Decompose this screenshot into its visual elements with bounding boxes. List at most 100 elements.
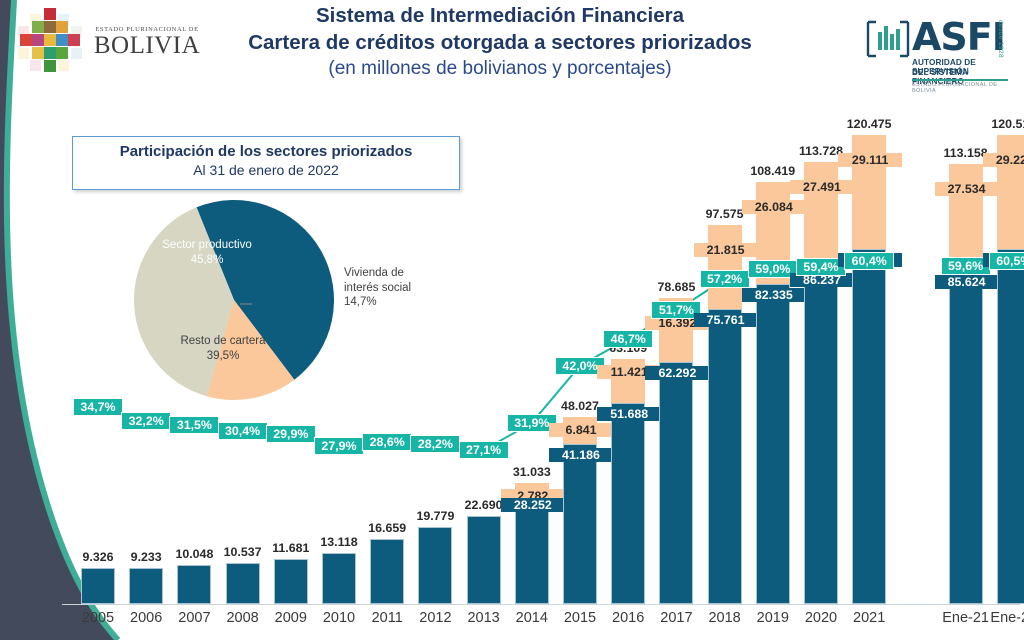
- bar-segment-productivo-2018[interactable]: [707, 309, 742, 604]
- participation-label-Ene-22: 60,5%: [988, 251, 1024, 270]
- bar-segment-productivo-2020[interactable]: [804, 268, 838, 604]
- participation-label-2006: 32,2%: [121, 412, 172, 431]
- x-tick-2016: 2016: [612, 610, 645, 626]
- bolivia-state-logo: [10, 4, 90, 80]
- bar-segment-productivo-2012[interactable]: [418, 527, 453, 604]
- bar-value-productivo-2019: 82.335: [741, 287, 806, 302]
- x-tick-2020: 2020: [804, 610, 838, 626]
- bar-value-vivienda-2017: 16.392: [645, 316, 710, 330]
- participation-label-2005: 34,7%: [73, 397, 123, 416]
- participation-label-2012: 28,2%: [410, 434, 461, 453]
- participation-label-2018: 57,2%: [699, 270, 750, 289]
- participation-label-2007: 31,5%: [169, 416, 220, 435]
- participation-label-2013: 27,1%: [458, 441, 509, 460]
- participation-label-2016: 46,7%: [603, 329, 654, 348]
- title-line-3: (en millones de bolivianos y porcentajes…: [328, 58, 672, 80]
- pie-label-text: Sector productivo: [162, 239, 252, 251]
- bar-segment-productivo-2017[interactable]: [659, 361, 694, 604]
- asfi-bars-icon: [866, 20, 910, 58]
- asfi-wordmark: ASFI: [912, 15, 1006, 59]
- participation-label-2021: 60,4%: [844, 252, 895, 271]
- participation-label-2008: 30,4%: [217, 422, 268, 441]
- x-tick-2012: 2012: [419, 610, 452, 626]
- x-tick-2007: 2007: [178, 610, 211, 626]
- x-tick-Ene-22: Ene-22: [990, 610, 1024, 626]
- bar-total-label-2012: 19.779: [416, 509, 455, 524]
- bar-segment-productivo-2019[interactable]: [755, 283, 790, 604]
- bar-total-label-2009: 11.681: [272, 540, 310, 555]
- bar-value-productivo-2016: 51.688: [597, 406, 662, 421]
- bar-total-label-2013: 22.690: [464, 497, 503, 512]
- x-tick-2015: 2015: [563, 610, 597, 626]
- bar-segment-vivienda-2021[interactable]: [852, 135, 887, 249]
- x-tick-2010: 2010: [322, 610, 356, 626]
- bar-total-label-2019: 108.419: [750, 164, 796, 179]
- bar-segment-productivo-2014[interactable]: [514, 494, 549, 604]
- bar-segment-productivo-2008[interactable]: [225, 563, 260, 604]
- x-tick-2008: 2008: [226, 610, 259, 626]
- bar-value-productivo-2020: 86.237: [790, 272, 854, 287]
- pie-panel-title: Participación de los sectores priorizado…: [119, 143, 413, 160]
- page-title: Sistema de Intermediación Financiera Car…: [240, 2, 760, 82]
- bar-value-vivienda-2015: 6.841: [549, 423, 613, 438]
- x-tick-2011: 2011: [371, 610, 403, 626]
- bar-segment-productivo-2006[interactable]: [129, 568, 164, 604]
- bar-total-label-Ene-21: 113.158: [943, 145, 988, 160]
- bar-segment-vivienda-Ene-21[interactable]: [948, 163, 983, 271]
- bar-segment-productivo-2015[interactable]: [563, 443, 597, 604]
- bar-total-label-2011: 16.659: [368, 521, 407, 536]
- bar-segment-productivo-2007[interactable]: [177, 564, 212, 604]
- bolivia-wiphala-icon: [18, 8, 82, 72]
- bolivia-wordmark: ESTADO PLURINACIONAL DE BOLIVIA: [82, 26, 212, 58]
- bar-segment-productivo-2016[interactable]: [611, 402, 646, 604]
- x-tick-Ene-21: Ene-21: [942, 610, 989, 626]
- bar-segment-productivo-2009[interactable]: [273, 558, 308, 604]
- bar-value-vivienda-Ene-21: 27.534: [934, 181, 999, 196]
- participation-label-Ene-21: 59,6%: [940, 256, 991, 275]
- x-tick-2014: 2014: [515, 610, 548, 626]
- bar-value-productivo-2018: 75.761: [693, 313, 758, 328]
- bar-total-label-2007: 10.048: [175, 546, 214, 561]
- bar-value-vivienda-2018: 21.815: [693, 242, 758, 257]
- bar-segment-productivo-2013[interactable]: [466, 515, 501, 604]
- bar-total-label-2014: 31.033: [512, 465, 551, 480]
- title-line-1: Sistema de Intermediación Financiera: [316, 4, 684, 27]
- bar-value-productivo-2015: 41.186: [549, 447, 613, 462]
- bar-segment-vivienda-2020[interactable]: [804, 161, 838, 269]
- bar-segment-vivienda-2014[interactable]: [514, 483, 549, 495]
- participation-label-2015: 42,0%: [555, 356, 605, 375]
- asfi-subtitle-line-2: DEL SISTEMA FINANCIERO: [912, 68, 968, 86]
- bar-segment-productivo-2021[interactable]: [852, 248, 887, 604]
- bolivia-wordmark-sup: ESTADO PLURINACIONAL DE: [95, 26, 199, 33]
- x-tick-2013: 2013: [467, 610, 500, 626]
- bar-total-label-2018: 97.575: [705, 206, 744, 221]
- participation-label-2020: 59,4%: [796, 257, 846, 276]
- bar-segment-productivo-2011[interactable]: [370, 539, 405, 604]
- title-line-2: Cartera de créditos otorgada a sectores …: [248, 31, 752, 55]
- bar-segment-productivo-2005[interactable]: [81, 567, 115, 604]
- x-tick-2009: 2009: [274, 610, 307, 626]
- bar-total-label-2006: 9.233: [130, 550, 162, 565]
- bar-value-vivienda-2021: 29.111: [838, 153, 903, 168]
- bar-value-productivo-2014: 28.252: [500, 498, 565, 513]
- bar-value-vivienda-Ene-22: 29.221: [982, 153, 1024, 168]
- bar-value-productivo-Ene-21: 85.624: [934, 275, 999, 290]
- participation-label-2014: 31,9%: [506, 413, 557, 432]
- pie-panel-header: Participación de los sectores priorizado…: [72, 136, 460, 190]
- x-tick-2017: 2017: [660, 610, 693, 626]
- bar-segment-vivienda-2018[interactable]: [707, 224, 742, 310]
- bar-value-productivo-2017: 62.292: [645, 365, 710, 380]
- participation-label-2010: 27,9%: [314, 436, 364, 455]
- bar-value-vivienda-2020: 27.491: [790, 179, 854, 194]
- bar-segment-productivo-Ene-22[interactable]: [996, 248, 1024, 604]
- asfi-subtitle-line-3: ESTADO PLURINACIONAL DE BOLIVIA: [912, 82, 998, 94]
- bar-value-vivienda-2019: 26.084: [741, 200, 806, 215]
- bar-total-label-2017: 78.685: [657, 280, 696, 294]
- asfi-divider: [912, 79, 1008, 81]
- bar-total-label-2015: 48.027: [561, 399, 599, 414]
- bar-segment-productivo-Ene-21[interactable]: [948, 271, 983, 604]
- bar-segment-productivo-2010[interactable]: [322, 552, 356, 604]
- bar-total-label-Ene-22: 120.517: [991, 117, 1024, 132]
- x-tick-2005: 2005: [81, 610, 115, 626]
